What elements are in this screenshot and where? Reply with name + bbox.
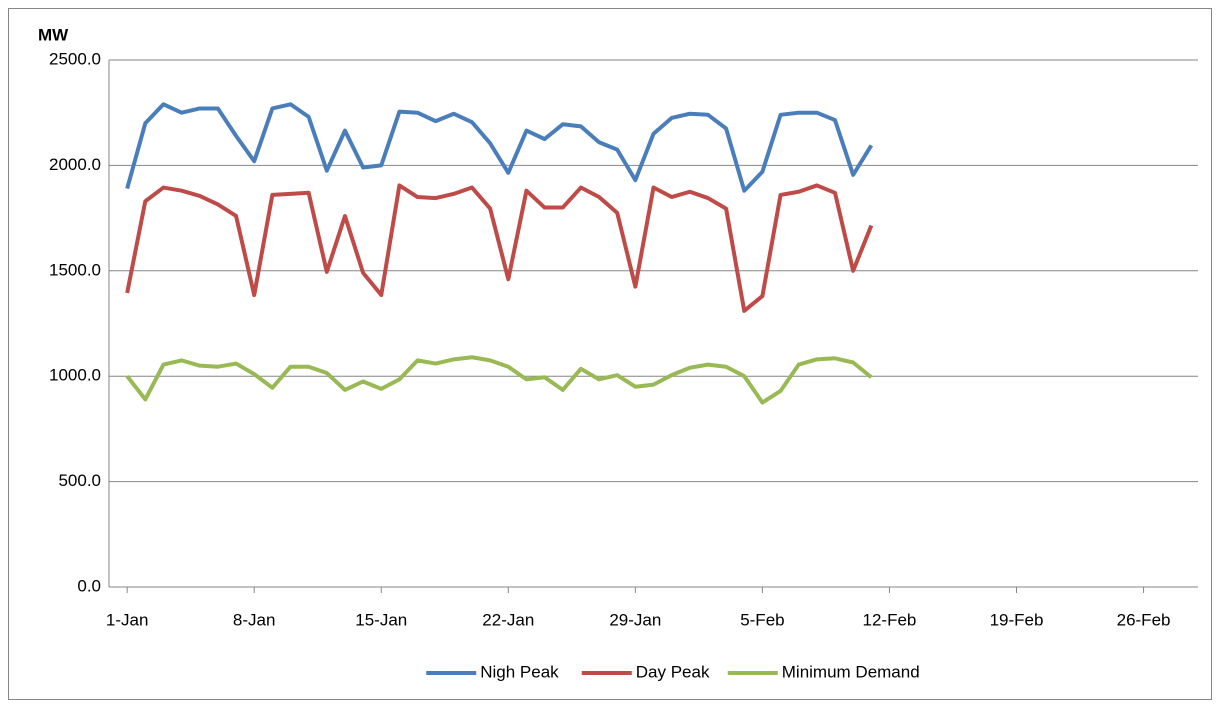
y-tick-label: 2500.0 [49, 49, 101, 68]
y-tick-label: 1500.0 [49, 260, 101, 279]
series-line [125, 355, 873, 405]
series-line [125, 183, 874, 313]
y-tick-label: 1000.0 [49, 366, 101, 385]
x-tick-label: 8-Jan [233, 610, 276, 629]
legend-label: Minimum Demand [782, 662, 920, 681]
x-tick-label: 15-Jan [355, 610, 407, 629]
x-tick-label: 26-Feb [1117, 610, 1171, 629]
chart-border [8, 8, 1212, 700]
x-tick-label: 1-Jan [106, 610, 149, 629]
x-tick-label: 5-Feb [740, 610, 784, 629]
series-line [125, 102, 874, 193]
y-tick-label: 0.0 [77, 576, 101, 595]
x-tick-label: 29-Jan [609, 610, 661, 629]
x-tick-label: 22-Jan [482, 610, 534, 629]
legend-label: Day Peak [636, 662, 710, 681]
x-tick-label: 19-Feb [990, 610, 1044, 629]
y-axis-label: MW [38, 25, 69, 44]
legend-label: Nigh Peak [480, 662, 559, 681]
y-tick-label: 500.0 [58, 471, 101, 490]
y-tick-label: 2000.0 [49, 155, 101, 174]
x-tick-label: 12-Feb [863, 610, 917, 629]
